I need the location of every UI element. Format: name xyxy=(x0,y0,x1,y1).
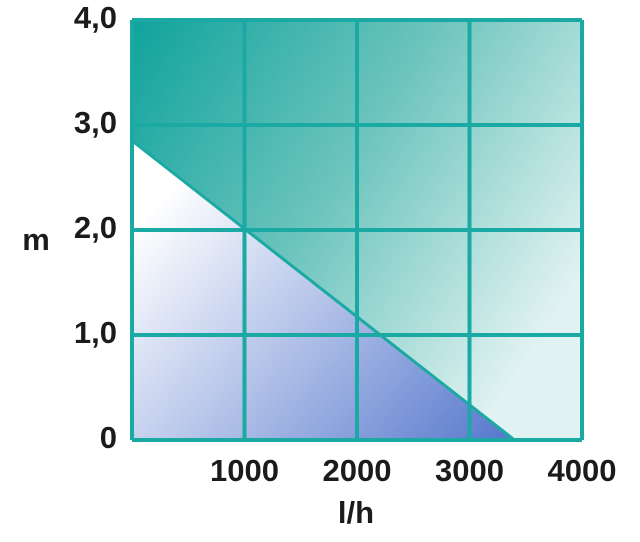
grid xyxy=(130,18,584,442)
x-tick-label: 1000 xyxy=(210,453,279,488)
curve xyxy=(131,139,516,442)
y-tick-label: 0 xyxy=(100,420,117,455)
y-tick-label: 1,0 xyxy=(74,315,117,350)
x-tick-label: 3000 xyxy=(435,453,504,488)
y-axis-label: m xyxy=(22,222,50,257)
y-tick-label: 4,0 xyxy=(74,0,117,35)
y-tick-label: 3,0 xyxy=(74,105,117,140)
x-tick-label: 4000 xyxy=(548,453,617,488)
y-tick-label: 2,0 xyxy=(74,210,117,245)
x-tick-label: 2000 xyxy=(323,453,392,488)
x-axis-label: l/h xyxy=(338,495,374,530)
